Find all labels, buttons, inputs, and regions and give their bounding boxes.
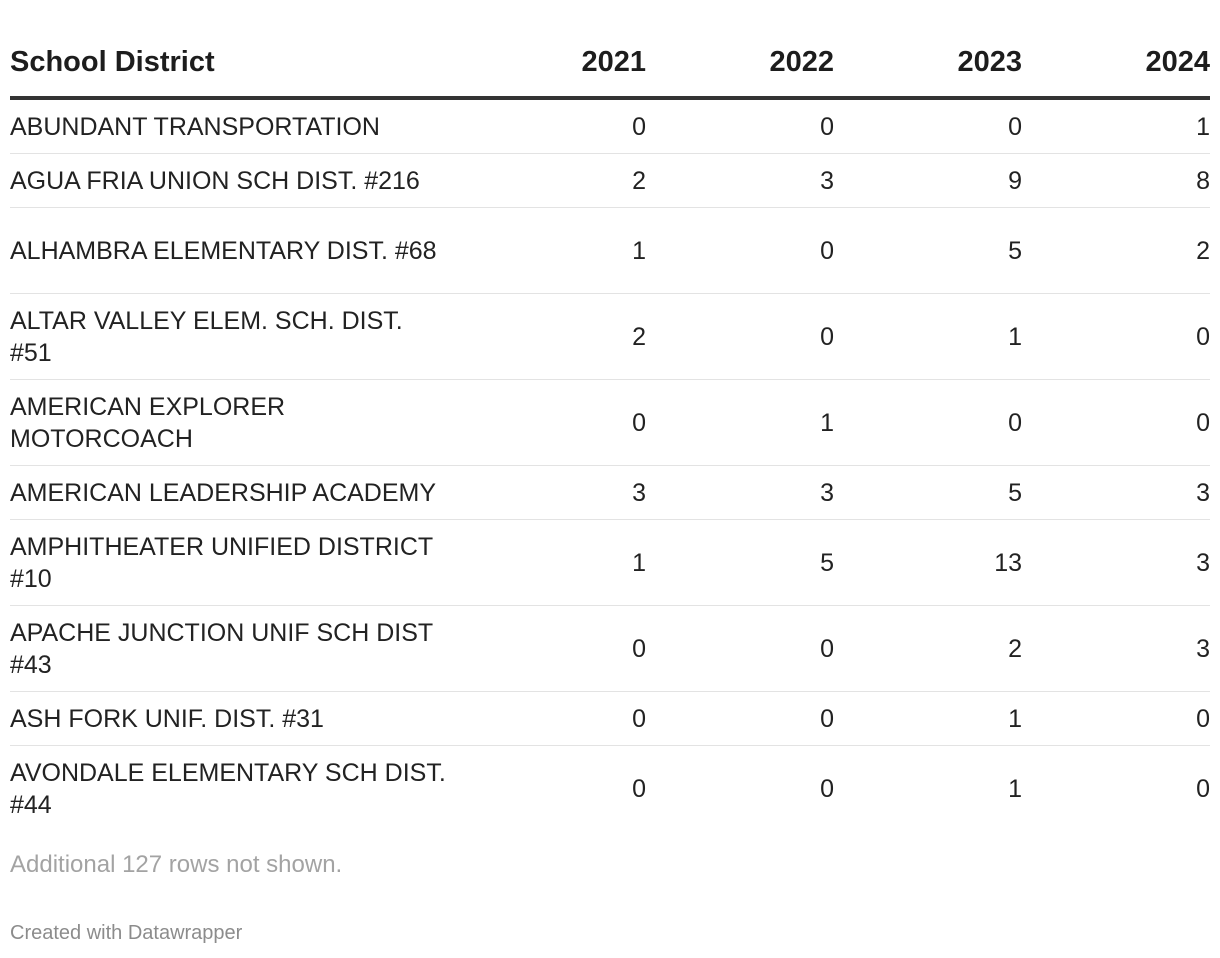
- district-name-cell: APACHE JUNCTION UNIF SCH DIST #43: [10, 605, 458, 692]
- district-name-cell: ALTAR VALLEY ELEM. SCH. DIST. #51: [10, 293, 458, 380]
- value-2023-cell: 5: [834, 465, 1022, 520]
- value-2021-cell: 0: [458, 691, 646, 746]
- value-2023-cell: 0: [834, 98, 1022, 154]
- table-row: ASH FORK UNIF. DIST. #31 0 0 1 0: [10, 691, 1210, 746]
- value-2022-cell: 0: [646, 605, 834, 692]
- table-header: School District 2021 2022 2023 2024: [10, 28, 1210, 100]
- rows-not-shown-note: Additional 127 rows not shown.: [10, 851, 343, 878]
- value-2024-cell: 3: [1022, 519, 1210, 606]
- value-2021-cell: 1: [458, 207, 646, 294]
- value-2021-cell: 2: [458, 293, 646, 380]
- district-name-cell: AMERICAN LEADERSHIP ACADEMY: [10, 465, 458, 520]
- table-body: ABUNDANT TRANSPORTATION 0 0 0 1 AGUA FRI…: [10, 98, 1210, 831]
- value-2022-cell: 3: [646, 465, 834, 520]
- value-2023-cell: 9: [834, 153, 1022, 208]
- value-2024-cell: 0: [1022, 691, 1210, 746]
- value-2021-cell: 3: [458, 465, 646, 520]
- value-2024-cell: 0: [1022, 293, 1210, 380]
- district-name-cell: AGUA FRIA UNION SCH DIST. #216: [10, 153, 458, 208]
- district-name-cell: ABUNDANT TRANSPORTATION: [10, 98, 458, 154]
- value-2024-cell: 3: [1022, 605, 1210, 692]
- value-2024-cell: 3: [1022, 465, 1210, 520]
- value-2022-cell: 1: [646, 379, 834, 466]
- table-row: AMERICAN LEADERSHIP ACADEMY 3 3 5 3: [10, 465, 1210, 520]
- value-2023-cell: 0: [834, 379, 1022, 466]
- column-header-2022[interactable]: 2022: [646, 28, 834, 100]
- value-2021-cell: 0: [458, 98, 646, 154]
- district-name-cell: AVONDALE ELEMENTARY SCH DIST. #44: [10, 758, 446, 819]
- value-2022-cell: 5: [646, 519, 834, 606]
- value-2024-cell: 1: [1022, 98, 1210, 154]
- value-2021-cell: 0: [632, 774, 646, 803]
- value-2023-cell: 1: [1008, 774, 1022, 803]
- value-2023-cell: 13: [834, 519, 1022, 606]
- value-2024-cell: 2: [1022, 207, 1210, 294]
- table-row: AMPHITHEATER UNIFIED DISTRICT #10 1 5 13…: [10, 519, 1210, 606]
- table-row: ALTAR VALLEY ELEM. SCH. DIST. #51 2 0 1 …: [10, 293, 1210, 380]
- table-row: AMERICAN EXPLORER MOTORCOACH 0 1 0 0: [10, 379, 1210, 466]
- value-2024-cell: 8: [1022, 153, 1210, 208]
- value-2023-cell: 1: [834, 293, 1022, 380]
- value-2024-cell: 0: [1022, 379, 1210, 466]
- table-row: AVONDALE ELEMENTARY SCH DIST. #44 0 0 1 …: [10, 746, 1210, 832]
- column-header-school-district[interactable]: School District: [10, 28, 458, 100]
- value-2022-cell: 3: [646, 153, 834, 208]
- value-2021-cell: 0: [458, 605, 646, 692]
- value-2021-cell: 2: [458, 153, 646, 208]
- table-row: ALHAMBRA ELEMENTARY DIST. #68 1 0 5 2: [10, 207, 1210, 294]
- table-row: APACHE JUNCTION UNIF SCH DIST #43 0 0 2 …: [10, 605, 1210, 692]
- column-header-2021[interactable]: 2021: [458, 28, 646, 100]
- district-name-cell: AMERICAN EXPLORER MOTORCOACH: [10, 379, 458, 466]
- column-header-2024[interactable]: 2024: [1022, 28, 1210, 100]
- table-row: ABUNDANT TRANSPORTATION 0 0 0 1: [10, 98, 1210, 154]
- value-2022-cell: 0: [646, 691, 834, 746]
- school-district-table: School District 2021 2022 2023 2024 ABUN…: [10, 28, 1210, 831]
- column-header-2023[interactable]: 2023: [834, 28, 1022, 100]
- value-2022-cell: 0: [646, 207, 834, 294]
- value-2021-cell: 0: [458, 379, 646, 466]
- header-row: School District 2021 2022 2023 2024: [10, 28, 1210, 100]
- district-name-cell: AMPHITHEATER UNIFIED DISTRICT #10: [10, 519, 458, 606]
- value-2023-cell: 1: [834, 691, 1022, 746]
- data-table-container: School District 2021 2022 2023 2024 ABUN…: [10, 28, 1210, 831]
- value-2021-cell: 1: [458, 519, 646, 606]
- value-2022-cell: 0: [646, 98, 834, 154]
- value-2023-cell: 2: [834, 605, 1022, 692]
- value-2022-cell: 0: [646, 293, 834, 380]
- district-name-cell: ASH FORK UNIF. DIST. #31: [10, 691, 458, 746]
- table-row: AGUA FRIA UNION SCH DIST. #216 2 3 9 8: [10, 153, 1210, 208]
- value-2024-cell: 0: [1196, 774, 1210, 803]
- district-name-cell: ALHAMBRA ELEMENTARY DIST. #68: [10, 207, 458, 294]
- value-2023-cell: 5: [834, 207, 1022, 294]
- datawrapper-credit[interactable]: Created with Datawrapper: [10, 922, 243, 944]
- value-2022-cell: 0: [820, 774, 834, 803]
